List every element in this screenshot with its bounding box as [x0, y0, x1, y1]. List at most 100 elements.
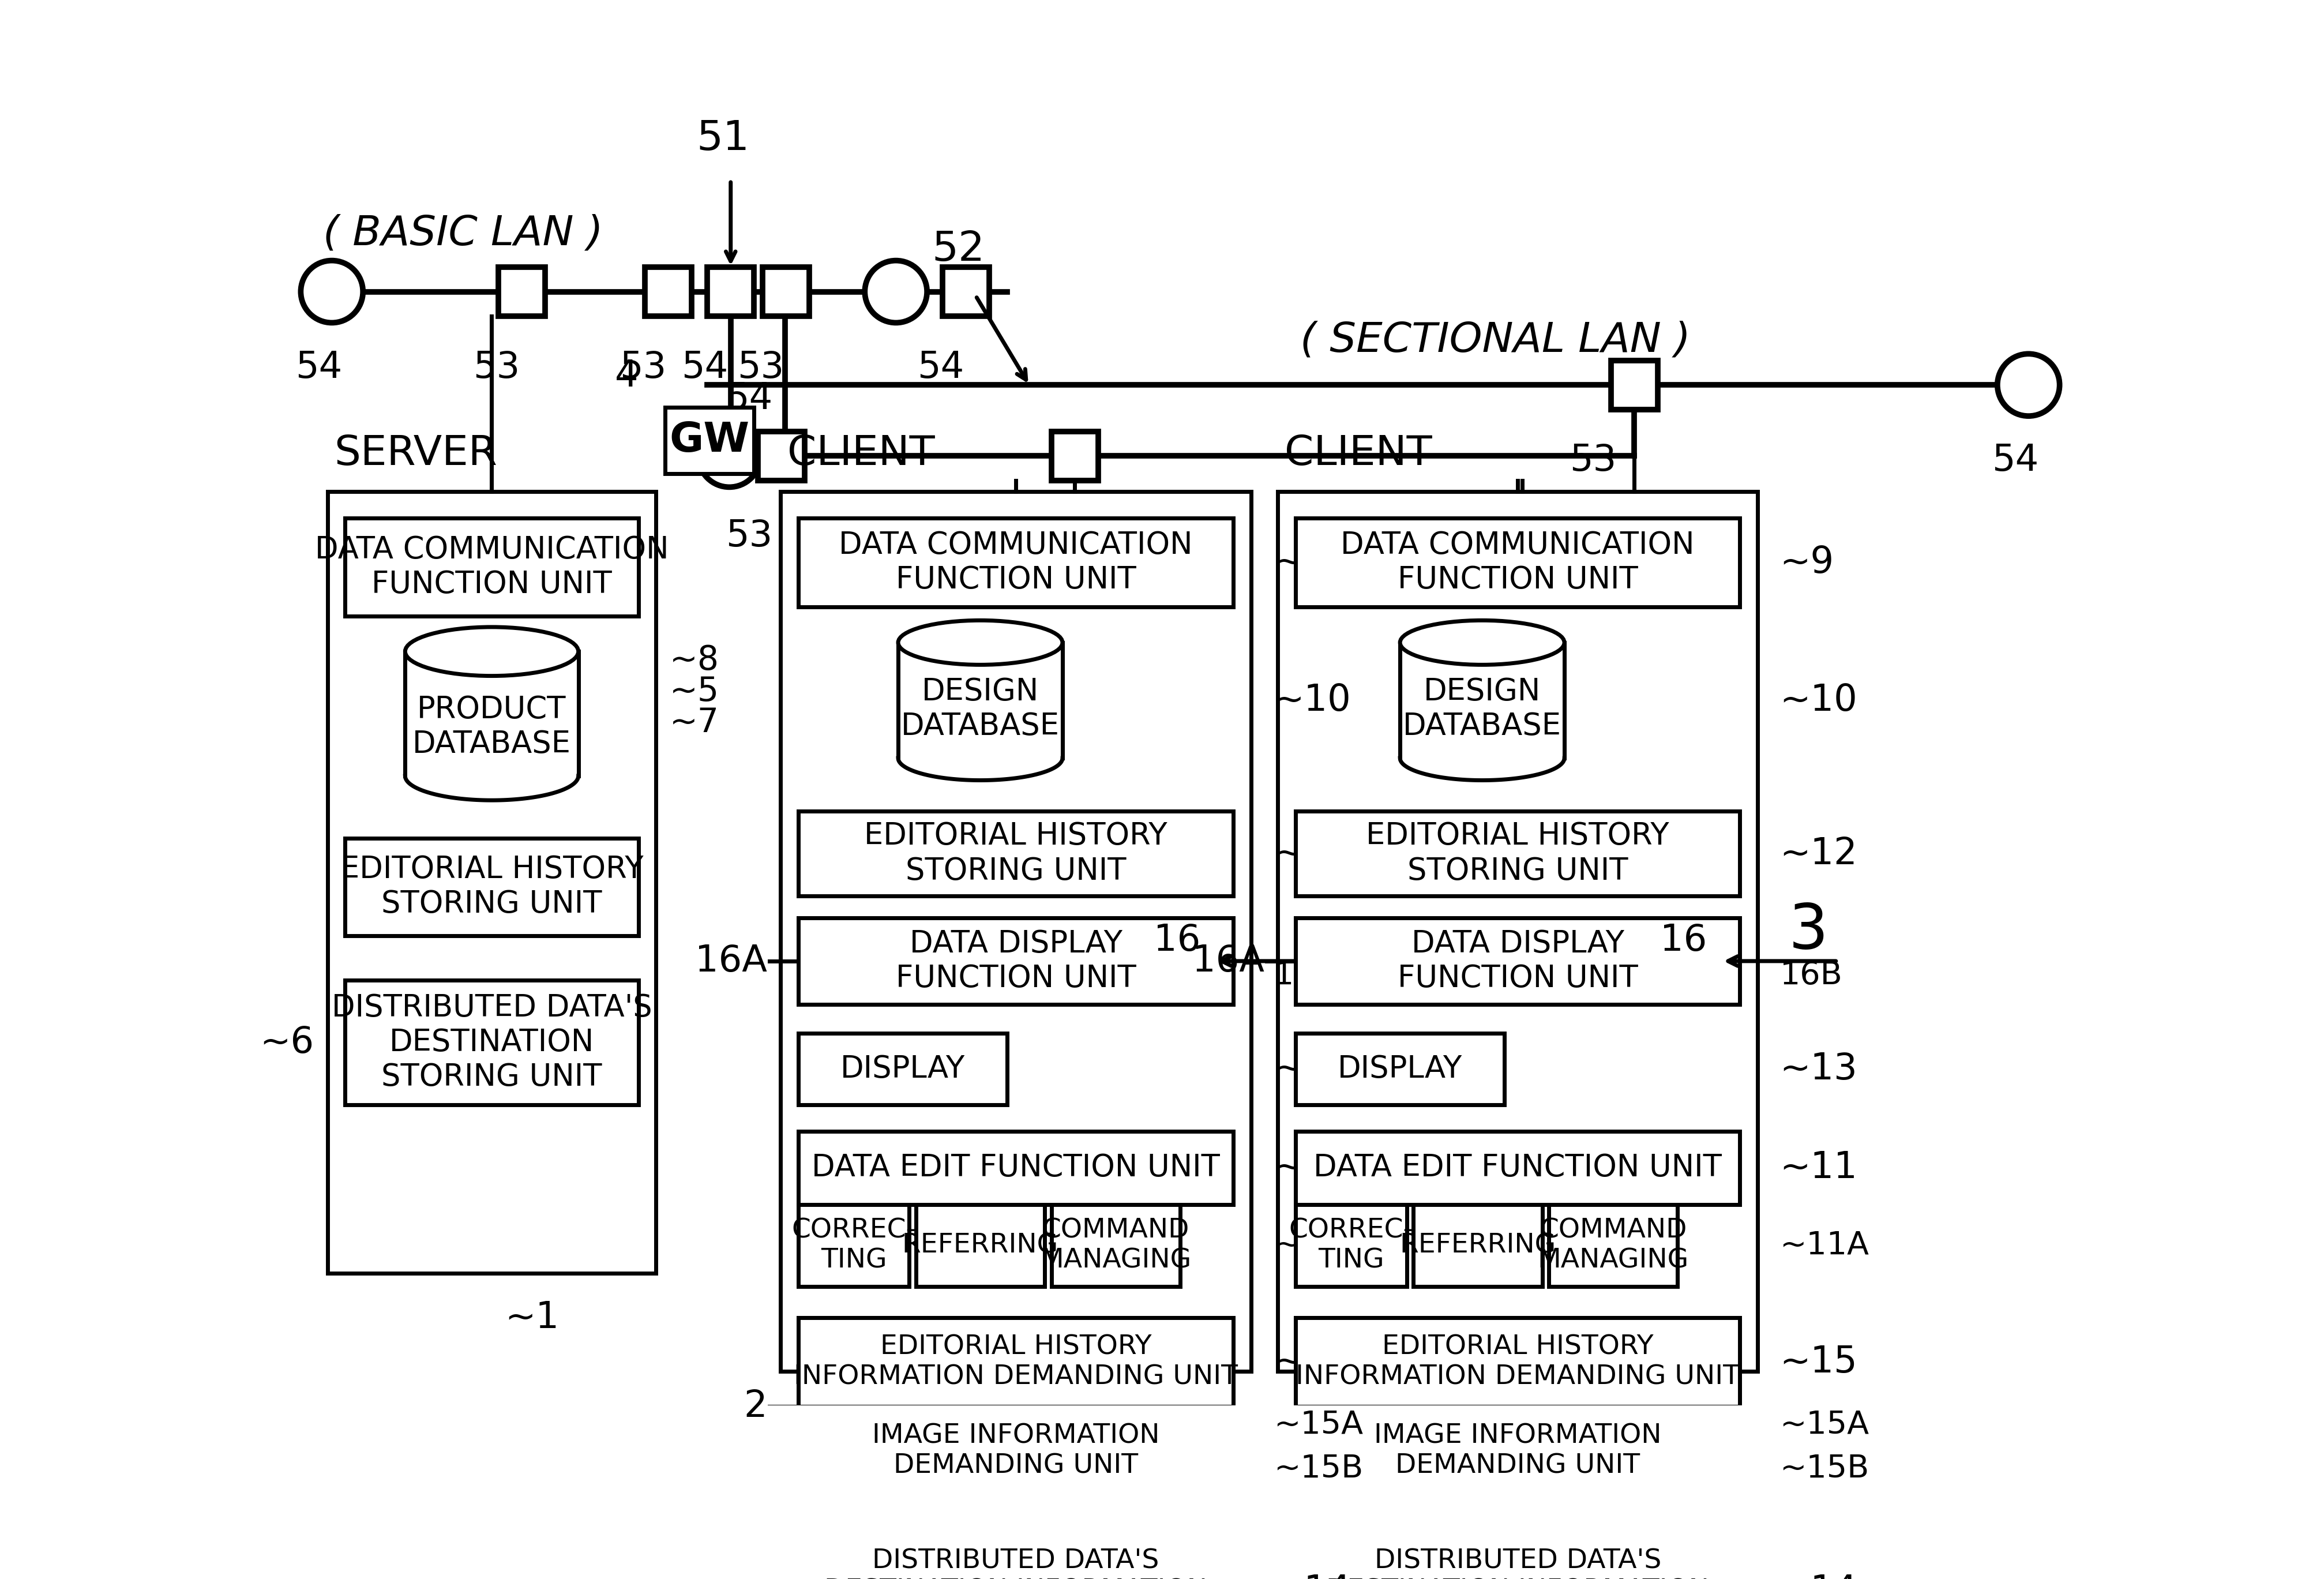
Text: IMAGE INFORMATION
DEMANDING UNIT: IMAGE INFORMATION DEMANDING UNIT — [872, 1423, 1160, 1480]
Text: DATA DISPLAY
FUNCTION UNIT: DATA DISPLAY FUNCTION UNIT — [1397, 928, 1638, 993]
Ellipse shape — [897, 621, 1062, 665]
Bar — [897, 643, 1062, 758]
Text: ~8: ~8 — [669, 644, 718, 677]
Text: ~7: ~7 — [669, 706, 718, 739]
FancyBboxPatch shape — [1297, 1205, 1406, 1287]
Text: DISPLAY: DISPLAY — [841, 1055, 964, 1085]
Text: 53: 53 — [618, 349, 667, 385]
Text: PRODUCT
DATABASE: PRODUCT DATABASE — [411, 695, 572, 759]
Text: ~15B: ~15B — [1780, 1453, 1868, 1484]
FancyBboxPatch shape — [797, 812, 1234, 895]
Ellipse shape — [404, 627, 579, 676]
FancyBboxPatch shape — [1413, 1205, 1543, 1287]
FancyBboxPatch shape — [762, 267, 809, 316]
Text: DATA COMMUNICATION
FUNCTION UNIT: DATA COMMUNICATION FUNCTION UNIT — [1341, 531, 1694, 595]
FancyBboxPatch shape — [1050, 431, 1097, 480]
Text: 16A: 16A — [1192, 943, 1264, 979]
FancyBboxPatch shape — [797, 1318, 1234, 1495]
Text: ~15A: ~15A — [1274, 1408, 1362, 1440]
FancyBboxPatch shape — [1297, 1407, 1741, 1495]
Text: ~11: ~11 — [1780, 1150, 1857, 1186]
Text: 53: 53 — [1569, 442, 1618, 478]
FancyBboxPatch shape — [797, 1034, 1006, 1105]
Text: ~13: ~13 — [1780, 1052, 1857, 1086]
Text: 54: 54 — [295, 349, 342, 385]
Text: 3: 3 — [1789, 900, 1829, 962]
Text: ~9: ~9 — [1274, 545, 1327, 581]
Text: 16B: 16B — [1780, 960, 1843, 992]
Text: COMMAND
MANAGING: COMMAND MANAGING — [1041, 1217, 1192, 1274]
Text: ~15A: ~15A — [1780, 1408, 1868, 1440]
Text: ~11: ~11 — [1274, 1150, 1350, 1186]
Text: EDITORIAL HISTORY
INFORMATION DEMANDING UNIT: EDITORIAL HISTORY INFORMATION DEMANDING … — [795, 1334, 1239, 1390]
Text: ~11A: ~11A — [1780, 1230, 1868, 1262]
Text: CORREC-
TING: CORREC- TING — [1290, 1217, 1413, 1274]
Text: ~13: ~13 — [1274, 1052, 1350, 1086]
Text: DISPLAY: DISPLAY — [1339, 1055, 1462, 1085]
Text: 16: 16 — [1153, 922, 1202, 958]
Text: 53: 53 — [472, 349, 521, 385]
FancyBboxPatch shape — [797, 518, 1234, 606]
Text: DATA COMMUNICATION
FUNCTION UNIT: DATA COMMUNICATION FUNCTION UNIT — [314, 535, 669, 600]
Text: GW: GW — [669, 420, 751, 461]
Text: DISTRIBUTED DATA'S
DESTINATION INFORMATION
DEMANDING UNIT: DISTRIBUTED DATA'S DESTINATION INFORMATI… — [825, 1547, 1206, 1579]
FancyBboxPatch shape — [1548, 1205, 1678, 1287]
Text: DATA DISPLAY
FUNCTION UNIT: DATA DISPLAY FUNCTION UNIT — [895, 928, 1136, 993]
Circle shape — [697, 425, 760, 486]
Circle shape — [300, 261, 363, 322]
FancyBboxPatch shape — [1050, 1205, 1181, 1287]
Text: 54: 54 — [1992, 442, 2038, 478]
Text: REFERRING: REFERRING — [1399, 1233, 1557, 1258]
FancyBboxPatch shape — [346, 838, 639, 936]
FancyBboxPatch shape — [1297, 1131, 1741, 1205]
FancyBboxPatch shape — [1297, 917, 1741, 1004]
FancyBboxPatch shape — [797, 917, 1234, 1004]
Text: SERVER: SERVER — [335, 434, 497, 474]
Text: REFERRING: REFERRING — [902, 1233, 1057, 1258]
FancyBboxPatch shape — [797, 1407, 1234, 1495]
Text: ~6: ~6 — [260, 1025, 314, 1060]
Text: 54: 54 — [918, 349, 964, 385]
FancyBboxPatch shape — [346, 518, 639, 616]
Text: CLIENT: CLIENT — [1285, 434, 1432, 474]
Text: CLIENT: CLIENT — [788, 434, 934, 474]
FancyBboxPatch shape — [328, 491, 655, 1273]
Text: CORREC-
TING: CORREC- TING — [792, 1217, 916, 1274]
FancyBboxPatch shape — [346, 981, 639, 1105]
FancyBboxPatch shape — [797, 1205, 909, 1287]
Text: ~12: ~12 — [1274, 835, 1350, 872]
FancyBboxPatch shape — [944, 267, 990, 316]
Circle shape — [1996, 354, 2059, 415]
FancyBboxPatch shape — [797, 1318, 1234, 1407]
FancyBboxPatch shape — [916, 1205, 1046, 1287]
Text: 53: 53 — [737, 349, 783, 385]
Text: ~15B: ~15B — [1274, 1453, 1362, 1484]
Text: EDITORIAL HISTORY
STORING UNIT: EDITORIAL HISTORY STORING UNIT — [339, 854, 644, 919]
Bar — [404, 652, 579, 775]
Text: EDITORIAL HISTORY
INFORMATION DEMANDING UNIT: EDITORIAL HISTORY INFORMATION DEMANDING … — [1297, 1334, 1741, 1390]
Bar — [1399, 643, 1564, 758]
Text: ~14: ~14 — [1780, 1573, 1857, 1579]
Text: DESIGN
DATABASE: DESIGN DATABASE — [1404, 677, 1562, 742]
FancyBboxPatch shape — [497, 267, 546, 316]
Text: DATA EDIT FUNCTION UNIT: DATA EDIT FUNCTION UNIT — [811, 1153, 1220, 1183]
Text: 53: 53 — [725, 518, 774, 554]
Text: ~1: ~1 — [504, 1300, 560, 1336]
Text: ~9: ~9 — [1780, 545, 1834, 581]
Text: ~12: ~12 — [1780, 835, 1857, 872]
Text: ~14: ~14 — [1274, 1573, 1350, 1579]
FancyBboxPatch shape — [1297, 1318, 1741, 1407]
Text: ~10: ~10 — [1274, 682, 1350, 718]
FancyBboxPatch shape — [1297, 518, 1741, 606]
Text: IMAGE INFORMATION
DEMANDING UNIT: IMAGE INFORMATION DEMANDING UNIT — [1373, 1423, 1662, 1480]
Text: 16: 16 — [1659, 922, 1706, 958]
Text: DISTRIBUTED DATA'S
DESTINATION
STORING UNIT: DISTRIBUTED DATA'S DESTINATION STORING U… — [332, 993, 653, 1093]
Text: ( SECTIONAL LAN ): ( SECTIONAL LAN ) — [1299, 321, 1692, 360]
Text: ~5: ~5 — [669, 674, 718, 707]
FancyBboxPatch shape — [1297, 1034, 1504, 1105]
Text: ~15: ~15 — [1780, 1344, 1857, 1380]
Text: ( BASIC LAN ): ( BASIC LAN ) — [323, 215, 604, 254]
Text: ~15: ~15 — [1274, 1344, 1350, 1380]
Text: DISTRIBUTED DATA'S
DESTINATION INFORMATION
DEMANDING UNIT: DISTRIBUTED DATA'S DESTINATION INFORMATI… — [1327, 1547, 1708, 1579]
FancyBboxPatch shape — [1278, 491, 1757, 1371]
